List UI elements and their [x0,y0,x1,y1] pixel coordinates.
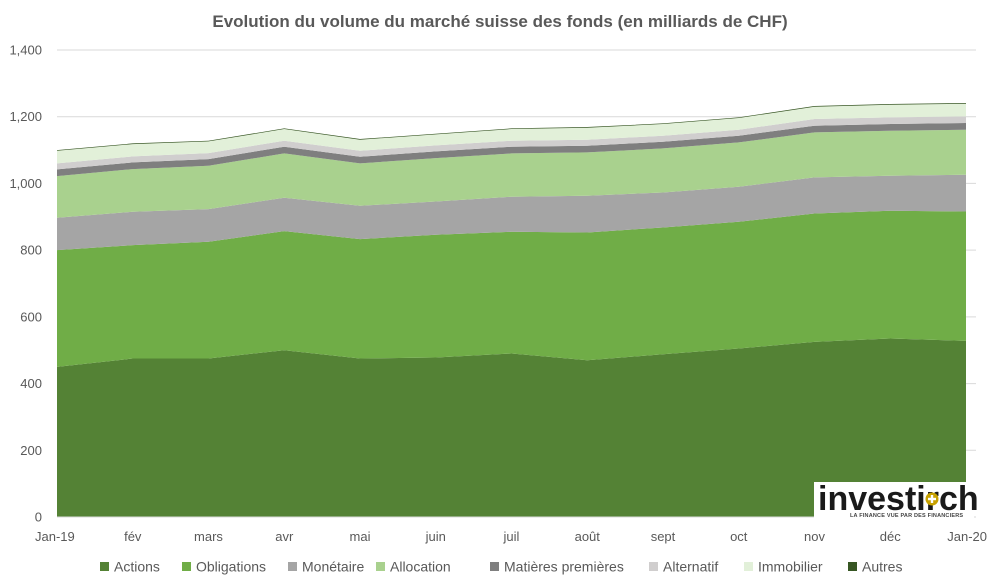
legend-swatch [182,562,191,571]
legend-swatch [490,562,499,571]
x-tick-label: Jan-20 [947,529,987,544]
x-axis: Jan-19 fév mars avr mai juin juil août sept oct no… [35,516,987,544]
x-tick-label: avr [275,529,294,544]
area-allocation [57,129,966,218]
x-tick-label: sept [651,529,676,544]
legend-item-matieres-premieres: Matières premières [490,559,624,575]
legend-item-alternatif: Alternatif [649,559,718,575]
x-tick-label: juil [503,529,520,544]
y-tick-label: 200 [20,443,42,458]
legend-item-immobilier: Immobilier [744,559,823,575]
legend-label: Matières premières [504,559,624,575]
x-tick-label: mars [194,529,223,544]
legend-label: Alternatif [663,559,718,575]
x-tick-label: juin [425,529,446,544]
logo-text-left: investir [818,480,939,518]
area-alternatif [57,116,966,170]
area-obligations [57,210,966,367]
chart-title: Evolution du volume du marché suisse des… [212,12,787,31]
logo-background [814,482,974,518]
legend-item-allocation: Allocation [376,559,451,575]
x-tick-label: déc [880,529,901,544]
y-tick-label: 400 [20,376,42,391]
legend-label: Monétaire [302,559,364,575]
legend-label: Autres [862,559,902,575]
y-tick-label: 1,200 [9,109,42,124]
legend: Actions Obligations Monétaire Allocation Mat… [100,559,902,575]
investir-logo: investir ch LA FINANCE VUE PAR DES FINAN… [814,480,979,519]
legend-item-monetaire: Monétaire [288,559,364,575]
y-tick-label: 1,000 [9,176,42,191]
y-tick-label: 0 [35,510,42,525]
legend-label: Allocation [390,559,451,575]
area-immobilier [57,103,966,164]
legend-label: Immobilier [758,559,823,575]
legend-label: Obligations [196,559,266,575]
x-tick-label: fév [124,529,142,544]
y-axis: 0 200 400 600 800 1,000 1,200 1,400 [9,43,42,525]
legend-label: Actions [114,559,160,575]
area-monetaire [57,174,966,251]
area-matieres-premieres [57,123,966,177]
area-series-group [57,103,966,517]
y-tick-label: 600 [20,309,42,324]
x-tick-label: août [575,529,601,544]
legend-swatch [288,562,297,571]
y-tick-label: 1,400 [9,43,42,58]
legend-swatch [100,562,109,571]
x-tick-label: Jan-19 [35,529,75,544]
logo-tagline: LA FINANCE VUE PAR DES FINANCIERS [850,513,963,519]
legend-swatch [848,562,857,571]
legend-swatch [744,562,753,571]
legend-swatch [376,562,385,571]
legend-item-autres: Autres [848,559,902,575]
y-tick-label: 800 [20,243,42,258]
legend-swatch [649,562,658,571]
legend-item-obligations: Obligations [182,559,266,575]
swiss-cross-icon [925,492,939,506]
x-tick-label: nov [804,529,825,544]
area-actions [57,338,966,517]
legend-item-actions: Actions [100,559,160,575]
x-tick-label: oct [730,529,748,544]
logo-text-right: ch [939,480,979,518]
x-tick-label: mai [350,529,371,544]
